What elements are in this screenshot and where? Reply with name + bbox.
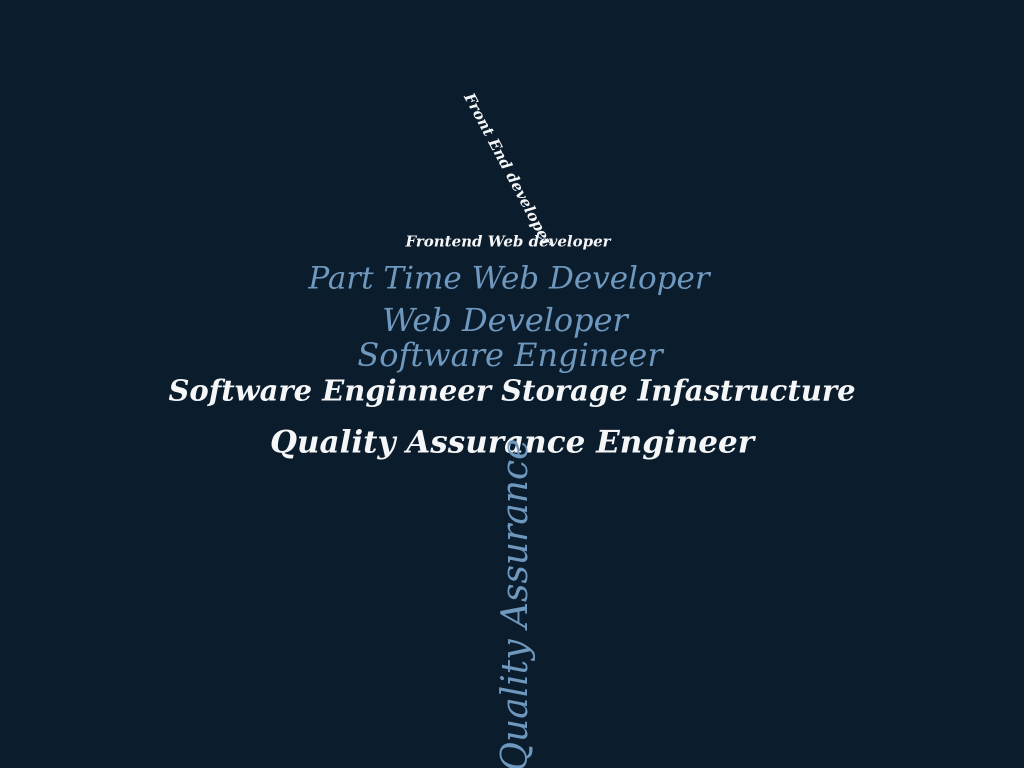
- word-part-time-web-developer: Part Time Web Developer: [308, 260, 710, 297]
- word-software-engineer-storage-infrastructure: Software Enginneer Storage Infastructure: [168, 373, 856, 408]
- word-software-engineer: Software Engineer: [357, 336, 663, 374]
- word-quality-assurance-vertical: Quality Assurance: [495, 438, 536, 768]
- word-quality-assurance-engineer: Quality Assurance Engineer: [269, 424, 755, 461]
- word-front-end-developer: Front End developer: [460, 89, 557, 250]
- word-web-developer: Web Developer: [382, 301, 628, 339]
- word-frontend-web-developer: Frontend Web developer: [405, 232, 611, 251]
